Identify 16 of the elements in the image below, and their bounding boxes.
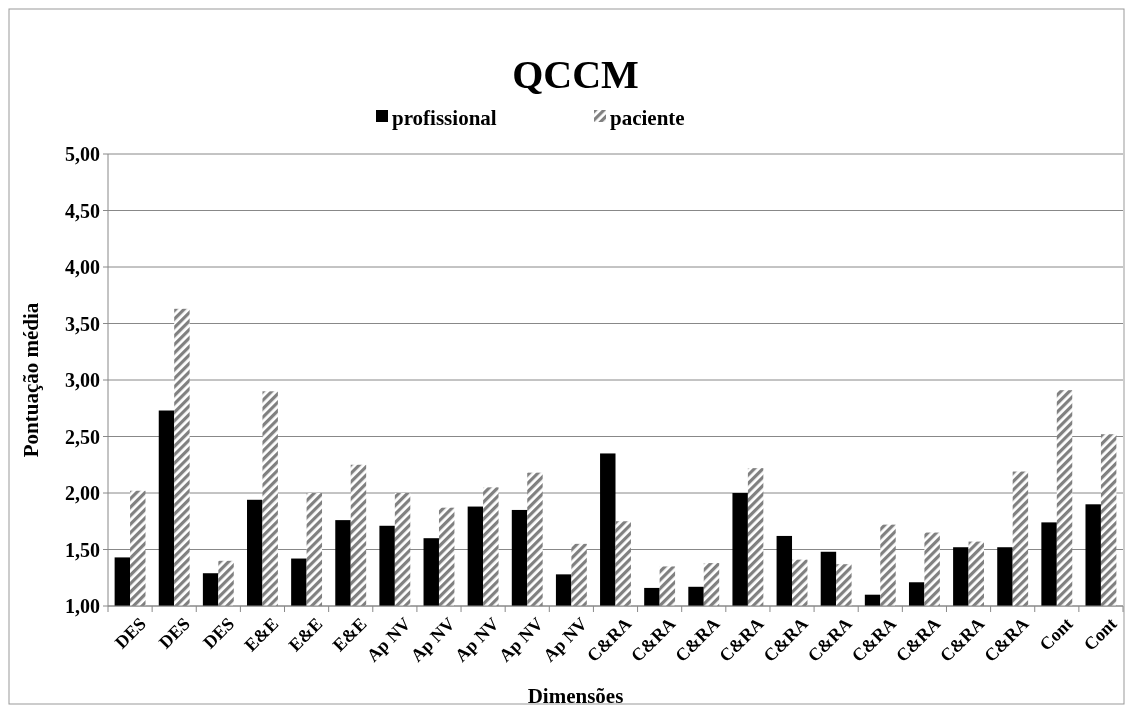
- x-tick-label: Cont: [1079, 613, 1121, 655]
- y-tick-label: 5,00: [65, 143, 100, 165]
- legend-label: paciente: [610, 106, 685, 131]
- x-axis-title: Dimensões: [527, 684, 624, 708]
- y-tick-label: 2,00: [65, 482, 100, 504]
- y-tick-label: 1,50: [65, 538, 100, 561]
- legend-label: profissional: [392, 106, 497, 131]
- y-tick-label: 4,00: [65, 256, 100, 278]
- y-tick-label: 3,00: [65, 369, 100, 391]
- y-axis-title: Pontuação média: [19, 302, 43, 458]
- x-tick-label: Cont: [1035, 613, 1077, 655]
- y-tick-label: 2,50: [65, 425, 100, 448]
- y-tick-label: 3,50: [65, 312, 100, 335]
- y-tick-label: 4,50: [65, 199, 100, 222]
- chart-title: QCCM: [512, 52, 639, 97]
- y-tick-label: 1,00: [65, 595, 100, 617]
